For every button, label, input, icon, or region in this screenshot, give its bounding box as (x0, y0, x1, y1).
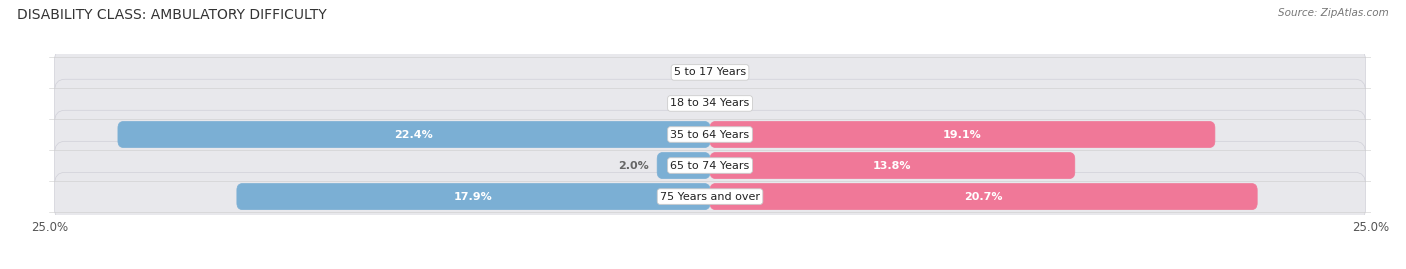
FancyBboxPatch shape (657, 153, 710, 179)
Text: 2.0%: 2.0% (619, 161, 650, 171)
Text: 22.4%: 22.4% (395, 129, 433, 140)
Text: 0.0%: 0.0% (671, 98, 699, 108)
FancyBboxPatch shape (55, 172, 1365, 221)
Text: 0.0%: 0.0% (721, 98, 749, 108)
Text: 13.8%: 13.8% (873, 161, 911, 171)
Text: 0.0%: 0.0% (671, 68, 699, 77)
Text: 75 Years and over: 75 Years and over (659, 192, 761, 201)
Text: 19.1%: 19.1% (943, 129, 981, 140)
Text: 35 to 64 Years: 35 to 64 Years (671, 129, 749, 140)
FancyBboxPatch shape (55, 110, 1365, 159)
Text: 0.0%: 0.0% (721, 68, 749, 77)
FancyBboxPatch shape (236, 183, 710, 210)
FancyBboxPatch shape (55, 48, 1365, 97)
Text: 17.9%: 17.9% (454, 192, 494, 201)
FancyBboxPatch shape (710, 122, 1215, 147)
Text: Source: ZipAtlas.com: Source: ZipAtlas.com (1278, 8, 1389, 18)
Text: 20.7%: 20.7% (965, 192, 1002, 201)
FancyBboxPatch shape (710, 183, 1257, 210)
Text: 18 to 34 Years: 18 to 34 Years (671, 98, 749, 108)
Text: 65 to 74 Years: 65 to 74 Years (671, 161, 749, 171)
FancyBboxPatch shape (710, 153, 1074, 179)
Text: 5 to 17 Years: 5 to 17 Years (673, 68, 747, 77)
FancyBboxPatch shape (118, 122, 710, 147)
FancyBboxPatch shape (55, 141, 1365, 190)
Text: DISABILITY CLASS: AMBULATORY DIFFICULTY: DISABILITY CLASS: AMBULATORY DIFFICULTY (17, 8, 326, 22)
FancyBboxPatch shape (55, 79, 1365, 128)
